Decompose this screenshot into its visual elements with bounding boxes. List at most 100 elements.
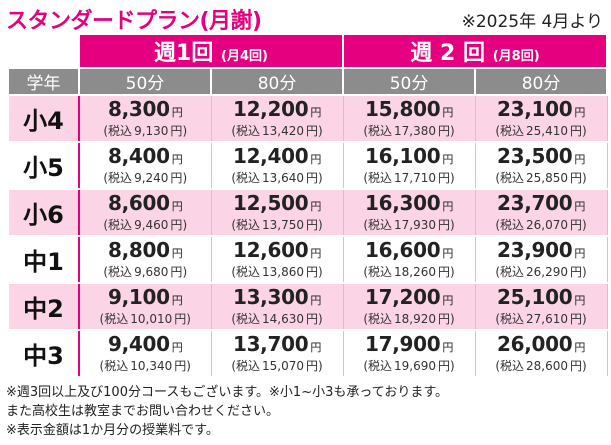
- tax-included-value: 17,930: [394, 218, 436, 232]
- tax-prefix: (税込: [231, 265, 260, 279]
- tax-close-paren: ): [318, 265, 323, 279]
- tax-yen-unit: 円: [438, 359, 451, 373]
- tax-close-paren: ): [318, 312, 323, 326]
- tax-included-value: 27,610: [526, 312, 568, 326]
- duration-header: 80分: [474, 67, 609, 96]
- tax-yen-unit: 円: [438, 265, 451, 279]
- price-value: 16,100: [364, 144, 441, 168]
- price-cell: 16,600 円 (税込 18,260 円): [342, 235, 476, 284]
- grade-column-header: 学年: [7, 67, 80, 96]
- tax-included-value: 17,710: [394, 171, 436, 185]
- price-line: 16,100 円: [344, 145, 475, 171]
- price-value: 15,800: [364, 97, 441, 121]
- tax-yen-unit: 円: [174, 312, 187, 326]
- grade-label: 小5: [7, 141, 80, 190]
- weekly-once-label: 週1回: [154, 41, 214, 66]
- tax-close-paren: ): [450, 124, 455, 138]
- tax-included-value: 10,340: [130, 359, 173, 373]
- price-cell: 8,400 円 (税込 9,240 円): [78, 141, 212, 190]
- grade-label: 小6: [7, 188, 80, 237]
- tax-included-line: (税込 9,240 円): [80, 171, 211, 186]
- tax-close-paren: ): [186, 359, 191, 373]
- price-value: 13,300: [232, 285, 309, 309]
- price-value: 17,200: [364, 285, 441, 309]
- yen-unit: 円: [442, 247, 454, 260]
- tax-close-paren: ): [450, 265, 455, 279]
- grade-label: 小4: [7, 94, 80, 143]
- grade-label: 中3: [7, 329, 80, 378]
- tax-included-line: (税込 14,630 円): [212, 312, 343, 327]
- price-value: 16,300: [364, 191, 441, 215]
- header-corner: [7, 33, 80, 69]
- price-line: 16,600 円: [344, 239, 475, 265]
- weekly-twice-header: 週 2 回 (月8回): [342, 33, 609, 69]
- price-line: 12,400 円: [212, 145, 343, 171]
- tax-close-paren: ): [582, 171, 587, 185]
- yen-unit: 円: [171, 247, 183, 260]
- tax-yen-unit: 円: [306, 218, 319, 232]
- price-line: 13,700 円: [212, 333, 343, 359]
- tax-included-line: (税込 9,460 円): [80, 218, 211, 233]
- grade-label: 中1: [7, 235, 80, 284]
- price-value: 12,600: [232, 238, 309, 262]
- note-line: ※週3回以上及び100分コースもございます。※小1~小3も承っております。: [6, 385, 449, 400]
- price-line: 23,900 円: [476, 239, 607, 265]
- table-row: 小5 8,400 円 (税込 9,240 円) 12,400 円 (税込 13,640 円) 16,1…: [7, 141, 608, 190]
- tax-included-value: 9,130: [134, 124, 169, 138]
- tax-included-value: 19,690: [394, 359, 436, 373]
- tax-close-paren: ): [182, 218, 188, 232]
- tax-included-line: (税込 9,130 円): [80, 124, 211, 139]
- effective-date-note: ※2025年 4月より: [461, 12, 603, 32]
- tax-yen-unit: 円: [570, 124, 583, 138]
- price-value: 12,500: [232, 191, 309, 215]
- yen-unit: 円: [574, 341, 586, 354]
- table-row: 中2 9,100 円 (税込 10,010 円) 13,300 円 (税込 14,630 円) 17,…: [7, 282, 608, 331]
- price-cell: 16,100 円 (税込 17,710 円): [342, 141, 476, 190]
- price-value: 9,400: [108, 332, 170, 356]
- tax-included-value: 26,070: [526, 218, 568, 232]
- yen-unit: 円: [171, 341, 183, 354]
- price-cell: 13,700 円 (税込 15,070 円): [210, 329, 344, 378]
- price-value: 8,300: [108, 97, 170, 121]
- tax-included-value: 13,420: [262, 124, 304, 138]
- tax-included-value: 9,240: [134, 171, 169, 185]
- tax-yen-unit: 円: [438, 312, 451, 326]
- tax-prefix: (税込: [99, 359, 129, 373]
- tax-included-line: (税込 25,850 円): [476, 171, 607, 186]
- price-cell: 23,900 円 (税込 26,290 円): [474, 235, 608, 284]
- tax-close-paren: ): [186, 312, 191, 326]
- tax-included-line: (税込 28,600 円): [476, 359, 607, 374]
- note-line: ※表示金額は1か月分の授業料です。: [6, 423, 219, 438]
- tax-yen-unit: 円: [570, 359, 583, 373]
- price-value: 17,900: [364, 332, 441, 356]
- price-line: 13,300 円: [212, 286, 343, 312]
- tax-included-value: 17,380: [394, 124, 436, 138]
- yen-unit: 円: [310, 294, 322, 307]
- duration-header: 80分: [209, 67, 345, 96]
- tax-close-paren: ): [582, 265, 587, 279]
- tax-yen-unit: 円: [570, 171, 583, 185]
- tax-included-line: (税込 17,380 円): [344, 124, 475, 139]
- price-line: 12,500 円: [212, 192, 343, 218]
- price-value: 12,200: [232, 97, 309, 121]
- price-cell: 12,400 円 (税込 13,640 円): [210, 141, 344, 190]
- table-row: 小6 8,600 円 (税込 9,460 円) 12,500 円 (税込 13,750 円) 16,3…: [7, 188, 608, 237]
- tax-yen-unit: 円: [306, 265, 319, 279]
- price-cell: 9,100 円 (税込 10,010 円): [78, 282, 212, 331]
- price-line: 15,800 円: [344, 98, 475, 124]
- tax-yen-unit: 円: [438, 171, 451, 185]
- tax-included-line: (税込 13,860 円): [212, 265, 343, 280]
- tax-included-value: 14,630: [262, 312, 304, 326]
- tax-included-value: 18,260: [394, 265, 436, 279]
- tax-close-paren: ): [450, 359, 455, 373]
- price-line: 9,400 円: [80, 333, 211, 359]
- tax-included-value: 15,070: [262, 359, 304, 373]
- price-value: 8,400: [108, 144, 170, 168]
- notes: ※週3回以上及び100分コースもございます。※小1~小3も承っております。 また…: [6, 383, 448, 440]
- price-value: 16,600: [364, 238, 441, 262]
- tax-prefix: (税込: [99, 312, 129, 326]
- yen-unit: 円: [442, 153, 454, 166]
- tax-prefix: (税込: [363, 218, 392, 232]
- tax-prefix: (税込: [231, 171, 260, 185]
- duration-header: 50分: [78, 67, 212, 96]
